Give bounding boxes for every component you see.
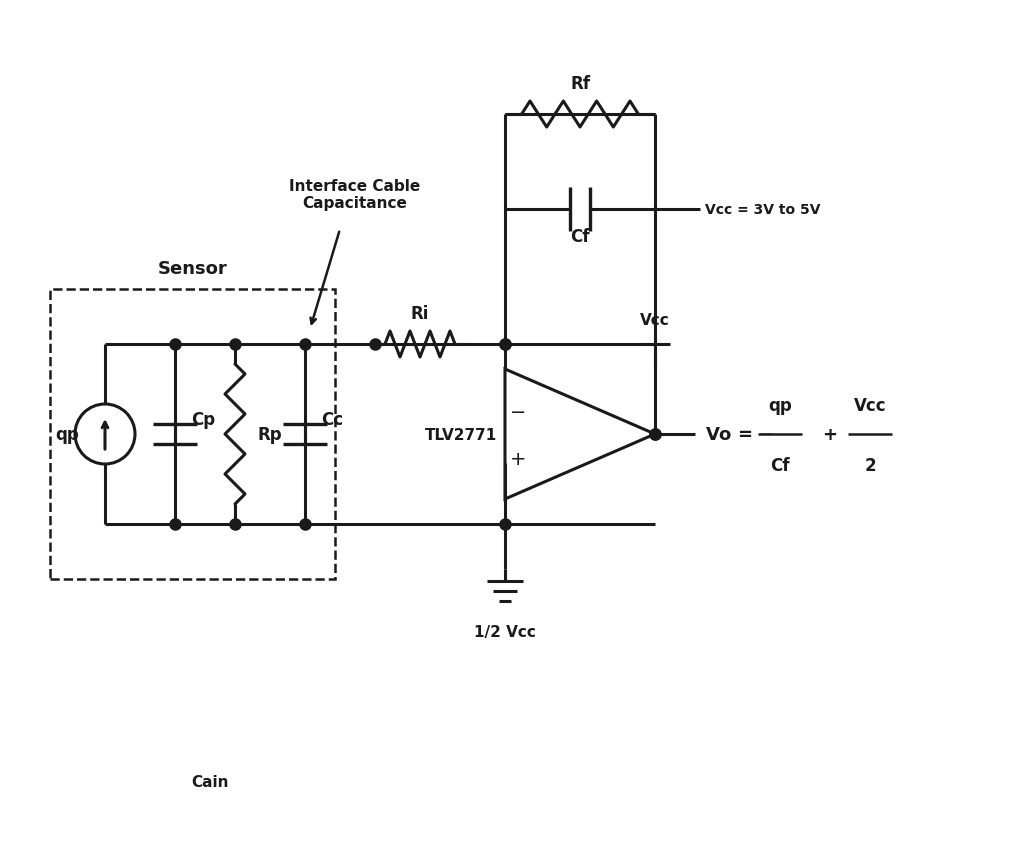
Text: Vo = $-$: Vo = $-$ — [704, 425, 773, 443]
Text: Rp: Rp — [257, 425, 281, 443]
Text: Sensor: Sensor — [158, 260, 227, 278]
Text: Rf: Rf — [570, 75, 589, 93]
Text: Cf: Cf — [769, 457, 789, 474]
Text: Cf: Cf — [570, 228, 589, 246]
Text: +: + — [821, 425, 837, 443]
Text: 2: 2 — [863, 457, 875, 474]
Text: qp: qp — [767, 397, 791, 414]
Text: Cp: Cp — [191, 410, 215, 429]
Text: 1/2 Vcc: 1/2 Vcc — [474, 625, 535, 639]
Text: $+$: $+$ — [508, 450, 525, 468]
Text: $-$: $-$ — [508, 400, 525, 419]
Text: TLV2771: TLV2771 — [424, 427, 496, 442]
Text: Cc: Cc — [321, 410, 342, 429]
Text: Ri: Ri — [411, 305, 429, 322]
Text: Interface Cable
Capacitance: Interface Cable Capacitance — [289, 179, 420, 211]
Text: Vcc: Vcc — [640, 312, 669, 327]
Text: Cain: Cain — [192, 775, 228, 790]
Text: Vcc = 3V to 5V: Vcc = 3V to 5V — [704, 203, 819, 217]
Text: Vcc: Vcc — [853, 397, 886, 414]
Text: qp: qp — [55, 425, 78, 443]
